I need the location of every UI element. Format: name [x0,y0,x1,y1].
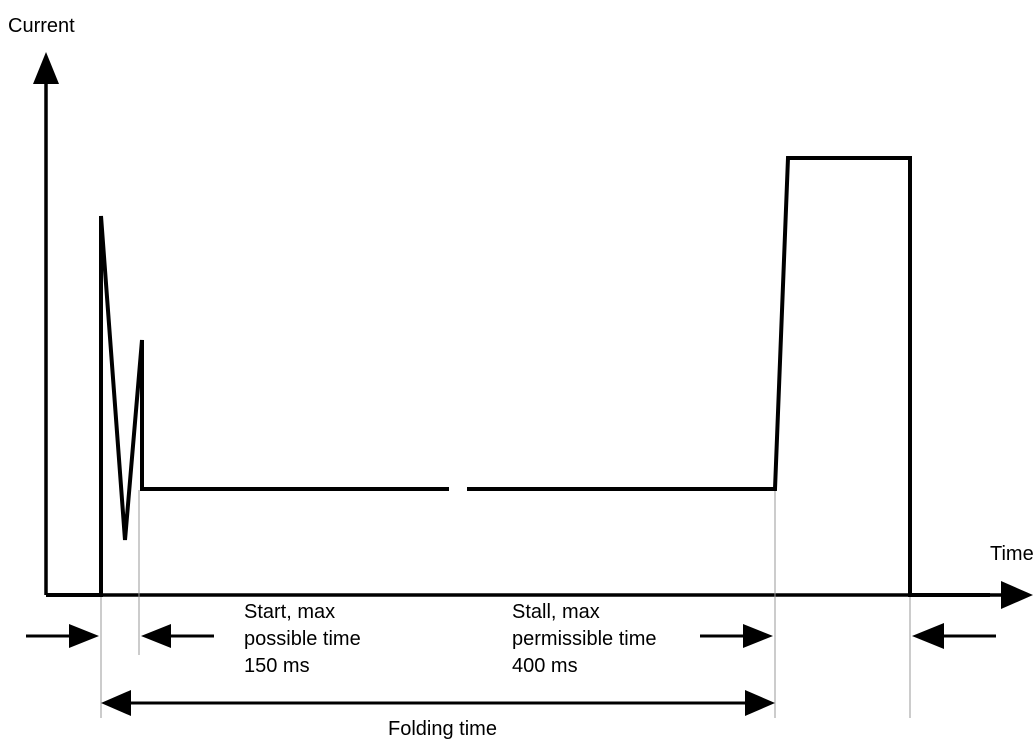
current-waveform [46,156,990,597]
guide-lines [100,490,911,718]
x-axis-arrowhead [1001,581,1033,609]
y-axis-arrowhead [33,52,59,84]
start-left-arrowhead [69,624,99,648]
switch-off-arrowhead [912,623,944,649]
switch-off-arrow [912,623,996,649]
start-time-arrows [26,624,214,648]
current-curve-segment-2 [467,156,990,597]
current-curve-segment-1 [46,215,449,597]
x-axis-label: Time [990,543,1033,565]
start-annotation-line-3: 150 ms [244,655,310,677]
axes [33,52,1033,609]
stall-annotation-line-2: permissible time [512,628,656,650]
start-annotation-line-2: possible time [244,628,361,650]
start-annotation-line-1: Start, max [244,601,335,623]
start-right-arrowhead [141,624,171,648]
stall-annotation-line-3: 400 ms [512,655,578,677]
folding-time-arrow [101,690,775,716]
folding-time-right-arrowhead [745,690,775,716]
folding-time-label: Folding time [388,718,497,740]
y-axis-label: Current [8,15,75,37]
folding-time-left-arrowhead [101,690,131,716]
stall-arrow [700,624,773,648]
stall-arrowhead [743,624,773,648]
stall-annotation-line-1: Stall, max [512,601,600,623]
